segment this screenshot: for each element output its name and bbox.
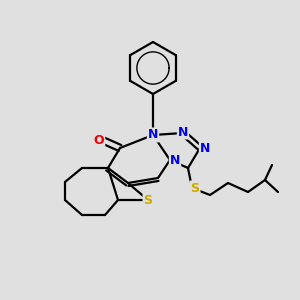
Text: N: N xyxy=(148,128,158,142)
Text: S: S xyxy=(143,194,152,208)
Text: S: S xyxy=(190,182,200,194)
Text: N: N xyxy=(178,125,188,139)
Text: O: O xyxy=(94,134,104,146)
Text: N: N xyxy=(200,142,210,154)
Text: N: N xyxy=(170,154,180,166)
